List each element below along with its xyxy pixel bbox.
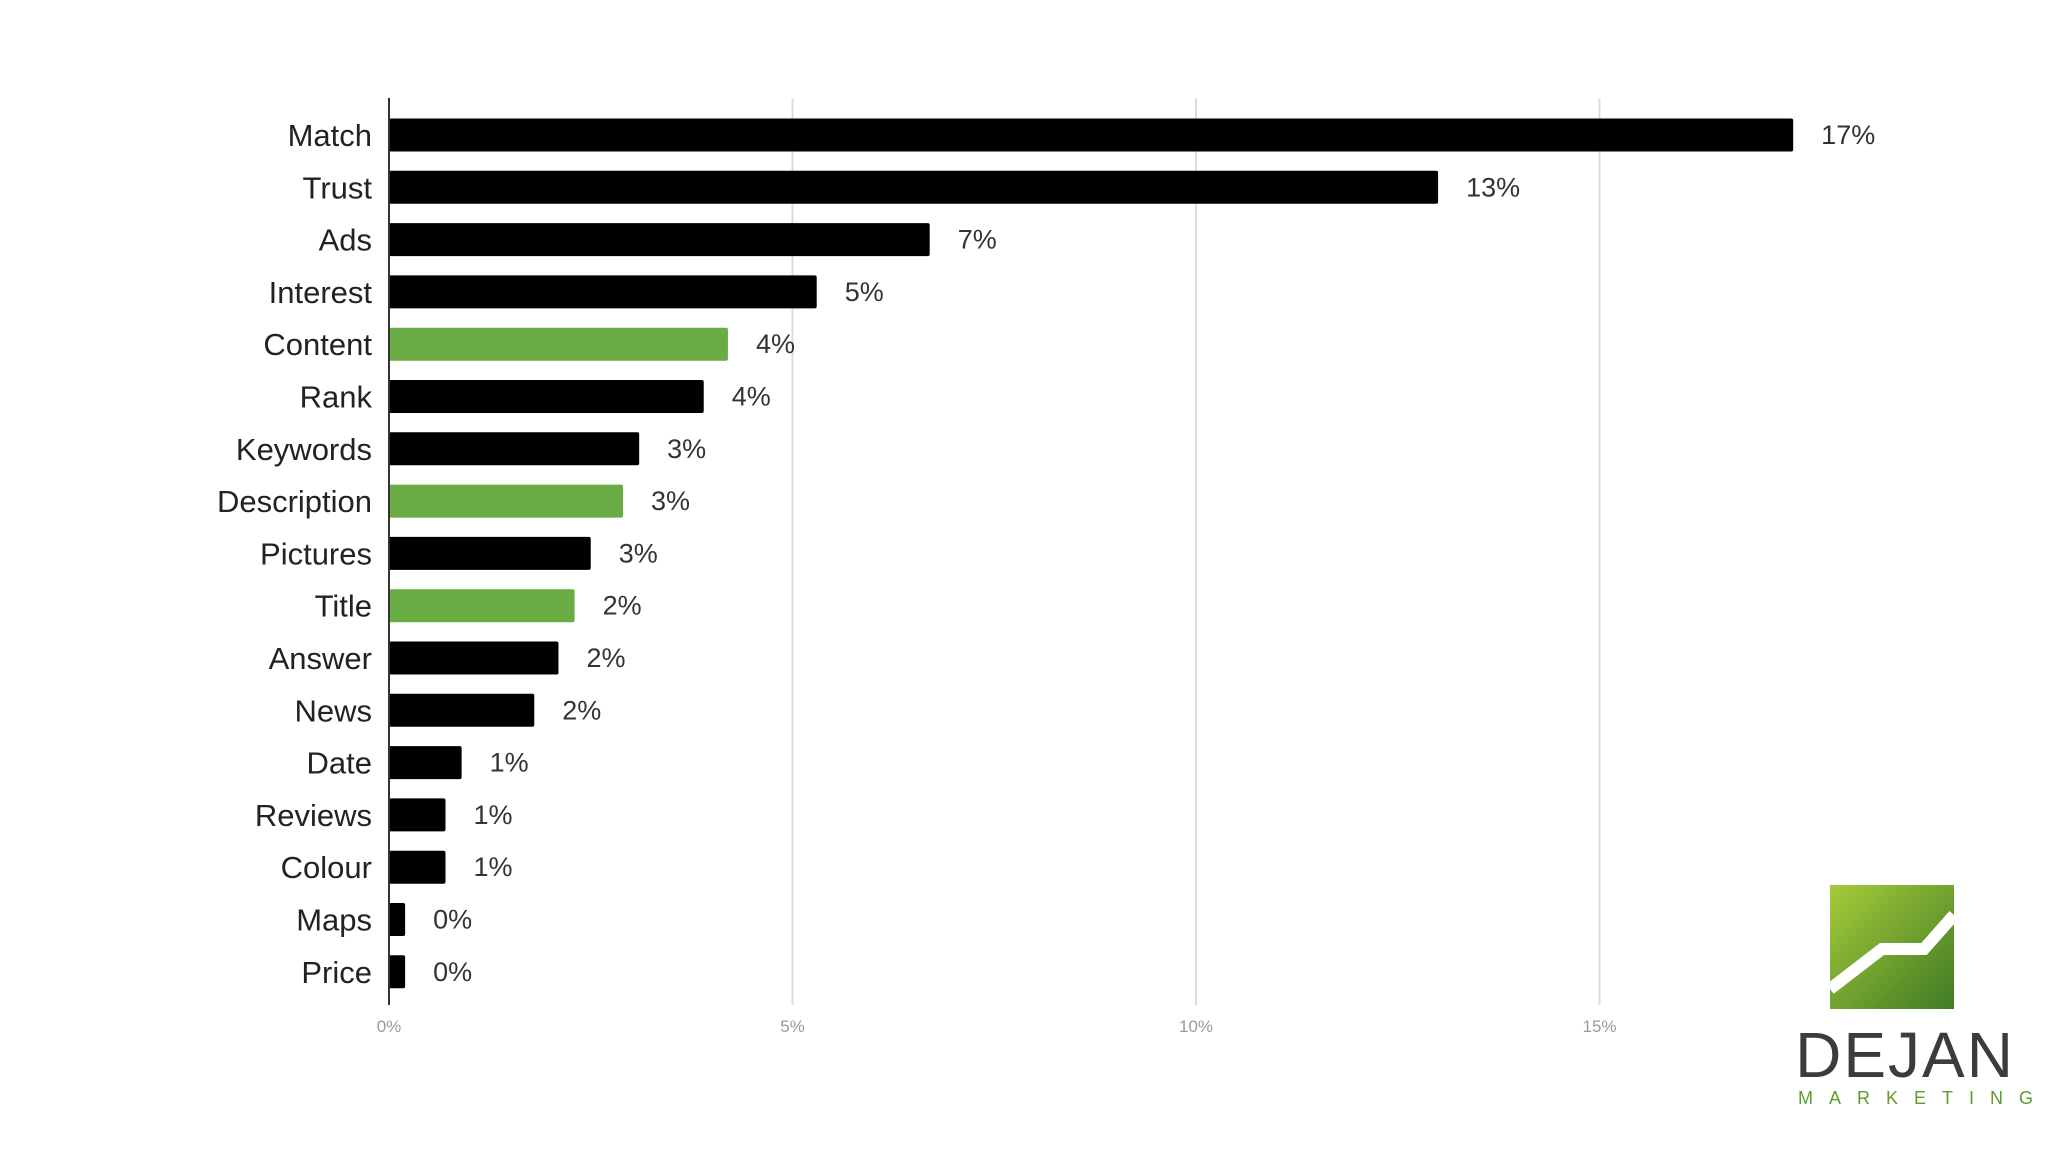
value-label: 3% (619, 538, 658, 568)
value-label: 4% (732, 382, 771, 412)
value-label: 1% (473, 852, 512, 882)
bar-price (389, 955, 406, 989)
bar-trust (389, 170, 1439, 204)
x-tick-label: 0% (377, 1017, 402, 1036)
value-label: 4% (756, 329, 795, 359)
bar-colour (389, 850, 446, 884)
bar-reviews (389, 798, 446, 832)
category-label: Keywords (236, 432, 372, 467)
category-label: Price (301, 955, 372, 990)
logo-subtitle: MARKETING (1798, 1088, 2048, 1108)
logo-wordmark: DEJAN (1795, 1019, 2015, 1091)
bar-title (389, 589, 575, 623)
bar-interest (389, 275, 817, 309)
bar-pictures (389, 536, 591, 570)
chart-growth-icon (1826, 885, 1959, 1009)
bar-description (389, 484, 624, 518)
bar-answer (389, 641, 559, 675)
value-label: 2% (603, 591, 642, 621)
category-label: Ads (319, 223, 372, 258)
value-label: 0% (433, 905, 472, 935)
x-tick-label: 5% (780, 1017, 805, 1036)
value-label: 13% (1466, 172, 1520, 202)
bar-match (389, 118, 1794, 152)
bar-rank (389, 380, 704, 413)
category-label: Interest (269, 275, 373, 310)
bar-content (389, 327, 728, 361)
value-label: 17% (1821, 120, 1875, 150)
category-label: News (294, 693, 372, 728)
x-tick-label: 10% (1179, 1017, 1213, 1036)
category-label: Trust (303, 170, 373, 205)
category-label: Description (217, 484, 372, 519)
value-label: 3% (667, 434, 706, 464)
value-label: 1% (490, 748, 529, 778)
x-tick-label: 15% (1582, 1017, 1616, 1036)
value-label: 1% (473, 800, 512, 830)
bar-keywords (389, 432, 640, 466)
category-label: Content (263, 327, 372, 362)
dejan-marketing-logo: DEJAN MARKETING (1790, 885, 2048, 1115)
category-label: Title (315, 589, 372, 624)
value-label: 7% (958, 225, 997, 255)
bar-date (389, 746, 462, 780)
value-label: 0% (433, 957, 472, 987)
value-label: 2% (562, 695, 601, 725)
bar-ads (389, 223, 930, 257)
bar-maps (389, 903, 406, 936)
category-label: Colour (281, 850, 372, 885)
value-label: 5% (845, 277, 884, 307)
bar-news (389, 693, 535, 727)
category-label: Match (288, 118, 372, 153)
value-label: 3% (651, 486, 690, 516)
category-label: Reviews (255, 798, 372, 833)
category-label: Answer (269, 641, 372, 676)
category-label: Maps (296, 903, 372, 938)
category-label: Rank (300, 380, 373, 415)
value-label: 2% (586, 643, 625, 673)
category-label: Pictures (260, 536, 372, 571)
category-label: Date (307, 746, 372, 781)
